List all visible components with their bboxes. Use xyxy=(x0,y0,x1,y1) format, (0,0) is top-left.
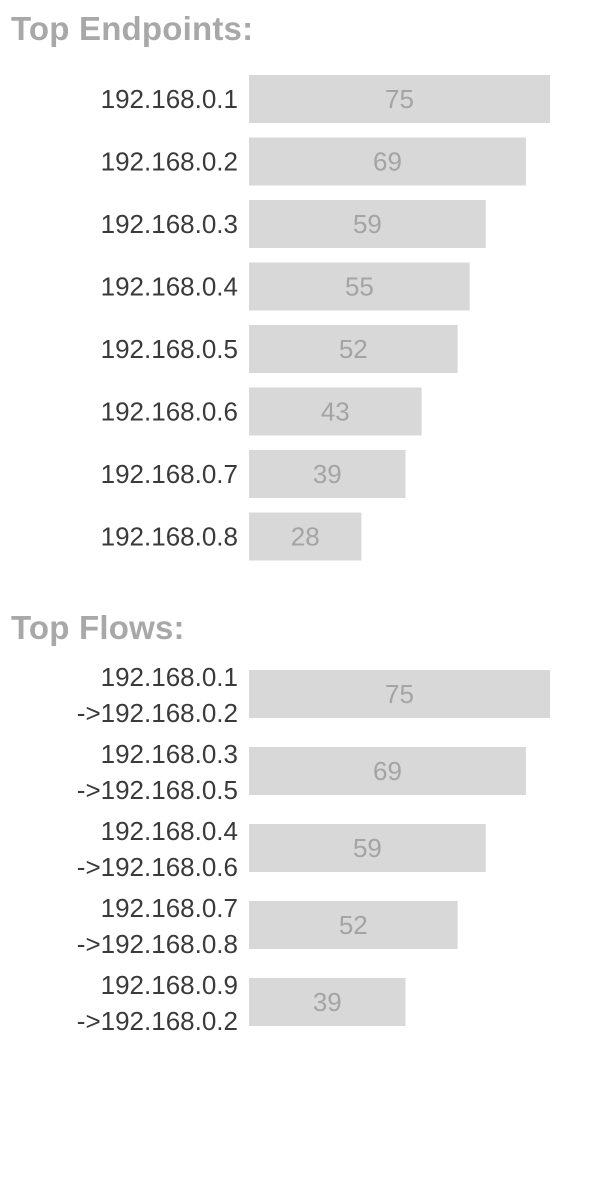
endpoint-category-label-8: 192.168.0.8 xyxy=(101,522,238,552)
endpoint-bar-1 xyxy=(249,75,550,123)
flow-value-label-5: 39 xyxy=(313,987,342,1017)
flows-title: Top Flows: xyxy=(11,609,185,646)
endpoint-bar-2 xyxy=(249,137,526,186)
endpoint-category-label-3: 192.168.0.3 xyxy=(101,209,238,239)
flow-category-label-2: 192.168.0.3 ->192.168.0.5 xyxy=(77,739,238,805)
flow-bar-3 xyxy=(249,824,486,872)
endpoint-value-label-7: 39 xyxy=(313,459,342,489)
endpoint-category-label-5: 192.168.0.5 xyxy=(101,334,238,364)
flow-category-label-5: 192.168.0.9 ->192.168.0.2 xyxy=(77,970,238,1036)
endpoint-bar-3 xyxy=(249,200,486,248)
endpoint-value-label-6: 43 xyxy=(321,397,350,427)
endpoints-title: Top Endpoints: xyxy=(11,10,254,47)
endpoints-bar-chart: 75 192.168.0.1 69 192.168.0.2 59 192.168.0.3 5… xyxy=(101,75,550,561)
flow-category-label-1: 192.168.0.1 ->192.168.0.2 xyxy=(77,662,238,728)
flow-bar-1 xyxy=(249,670,550,718)
endpoint-value-label-1: 75 xyxy=(385,84,414,114)
endpoint-value-label-4: 55 xyxy=(345,272,374,302)
flow-bar-2 xyxy=(249,747,526,795)
endpoint-bar-6 xyxy=(249,387,422,436)
flows-bar-chart: 75 192.168.0.1 ->192.168.0.2 69 192.168.0.3-… xyxy=(77,662,550,1036)
endpoint-category-label-7: 192.168.0.7 xyxy=(101,459,238,489)
endpoint-value-label-3: 59 xyxy=(353,209,382,239)
endpoint-value-label-2: 69 xyxy=(373,147,402,177)
endpoint-category-label-4: 192.168.0.4 xyxy=(101,272,238,302)
endpoint-category-label-2: 192.168.0.2 xyxy=(101,147,238,177)
endpoint-bar-7 xyxy=(249,450,406,498)
endpoint-bar-4 xyxy=(249,262,470,311)
endpoint-category-label-1: 192.168.0.1 xyxy=(101,84,238,114)
flow-bar-4 xyxy=(249,901,458,949)
flow-category-label-3: 192.168.0.4 ->192.168.0.6 xyxy=(77,816,238,882)
flow-value-label-3: 59 xyxy=(353,833,382,863)
endpoint-category-label-6: 192.168.0.6 xyxy=(101,397,238,427)
flow-category-label-4: 192.168.0.7 ->192.168.0.8 xyxy=(77,893,238,959)
flow-value-label-4: 52 xyxy=(339,910,368,940)
endpoint-value-label-5: 52 xyxy=(339,334,368,364)
flow-bar-5 xyxy=(249,978,406,1026)
endpoint-value-label-8: 28 xyxy=(291,522,320,552)
endpoint-bar-8 xyxy=(249,512,362,561)
endpoint-bar-5 xyxy=(249,325,458,373)
flow-value-label-2: 69 xyxy=(373,756,402,786)
flow-value-label-1: 75 xyxy=(385,679,414,709)
